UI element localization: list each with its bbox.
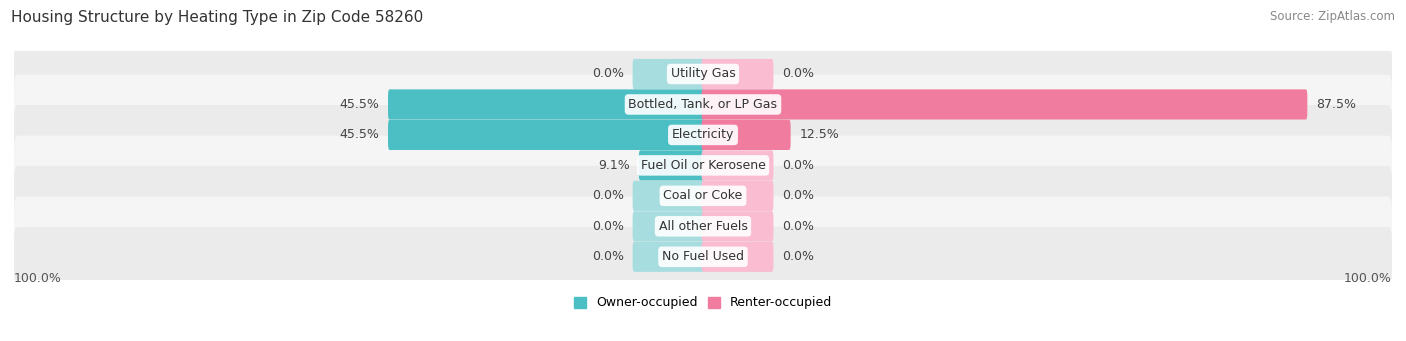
FancyBboxPatch shape	[702, 59, 773, 89]
Text: 0.0%: 0.0%	[592, 68, 624, 80]
FancyBboxPatch shape	[14, 227, 1392, 287]
FancyBboxPatch shape	[702, 150, 773, 180]
FancyBboxPatch shape	[14, 135, 1392, 195]
FancyBboxPatch shape	[14, 105, 1392, 165]
Text: Electricity: Electricity	[672, 129, 734, 142]
FancyBboxPatch shape	[702, 242, 773, 272]
Text: 0.0%: 0.0%	[782, 159, 814, 172]
Text: 0.0%: 0.0%	[782, 189, 814, 202]
FancyBboxPatch shape	[633, 242, 704, 272]
FancyBboxPatch shape	[14, 196, 1392, 256]
Text: 9.1%: 9.1%	[598, 159, 630, 172]
Legend: Owner-occupied, Renter-occupied: Owner-occupied, Renter-occupied	[568, 292, 838, 314]
Text: 87.5%: 87.5%	[1316, 98, 1357, 111]
Text: 0.0%: 0.0%	[592, 189, 624, 202]
Text: Fuel Oil or Kerosene: Fuel Oil or Kerosene	[641, 159, 765, 172]
FancyBboxPatch shape	[638, 150, 704, 180]
Text: 45.5%: 45.5%	[339, 98, 380, 111]
Text: 100.0%: 100.0%	[1344, 271, 1392, 285]
Text: Housing Structure by Heating Type in Zip Code 58260: Housing Structure by Heating Type in Zip…	[11, 10, 423, 25]
Text: All other Fuels: All other Fuels	[658, 220, 748, 233]
FancyBboxPatch shape	[633, 59, 704, 89]
FancyBboxPatch shape	[633, 211, 704, 241]
Text: 45.5%: 45.5%	[339, 129, 380, 142]
FancyBboxPatch shape	[14, 44, 1392, 104]
Text: 0.0%: 0.0%	[592, 220, 624, 233]
Text: 100.0%: 100.0%	[14, 271, 62, 285]
FancyBboxPatch shape	[388, 89, 704, 120]
Text: Utility Gas: Utility Gas	[671, 68, 735, 80]
Text: No Fuel Used: No Fuel Used	[662, 250, 744, 263]
FancyBboxPatch shape	[702, 120, 790, 150]
Text: Coal or Coke: Coal or Coke	[664, 189, 742, 202]
Text: Source: ZipAtlas.com: Source: ZipAtlas.com	[1270, 10, 1395, 23]
Text: 0.0%: 0.0%	[782, 250, 814, 263]
Text: 12.5%: 12.5%	[800, 129, 839, 142]
Text: 0.0%: 0.0%	[782, 68, 814, 80]
FancyBboxPatch shape	[702, 211, 773, 241]
FancyBboxPatch shape	[14, 75, 1392, 134]
Text: 0.0%: 0.0%	[782, 220, 814, 233]
FancyBboxPatch shape	[633, 181, 704, 211]
FancyBboxPatch shape	[702, 89, 1308, 120]
FancyBboxPatch shape	[14, 166, 1392, 226]
Text: 0.0%: 0.0%	[592, 250, 624, 263]
Text: Bottled, Tank, or LP Gas: Bottled, Tank, or LP Gas	[628, 98, 778, 111]
FancyBboxPatch shape	[388, 120, 704, 150]
FancyBboxPatch shape	[702, 181, 773, 211]
